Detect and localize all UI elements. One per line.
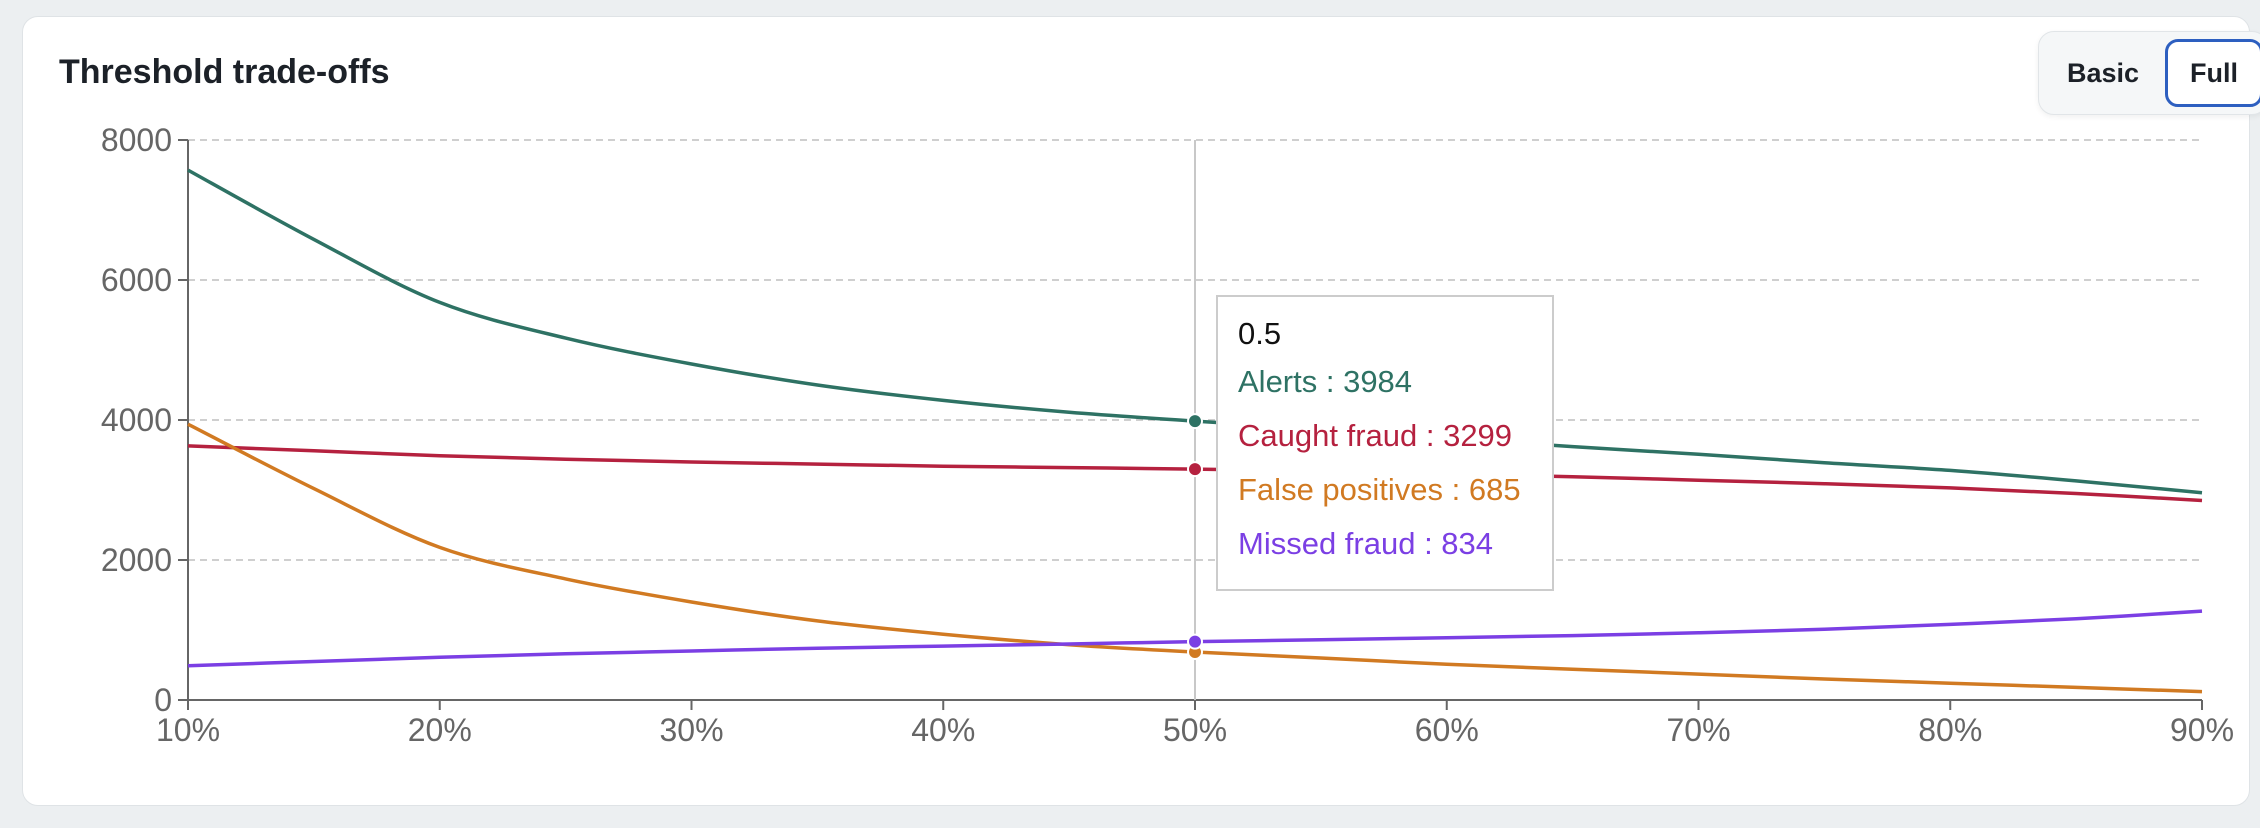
x-tick-label: 20% [408, 712, 472, 748]
hover-point-caught-fraud [1187, 461, 1203, 478]
full-view-button[interactable]: Full [2165, 39, 2260, 107]
y-tick-label: 2000 [101, 542, 172, 578]
hover-point-missed-fraud [1187, 633, 1203, 650]
y-tick-label: 6000 [101, 262, 172, 298]
card-title: Threshold trade-offs [59, 53, 390, 91]
y-tick-label: 4000 [101, 402, 172, 438]
tooltip-label: 0.5 [1238, 316, 1282, 351]
tooltip-item-caught-fraud: Caught fraud : 3299 [1238, 418, 1513, 453]
x-tick-label: 70% [1666, 712, 1730, 748]
x-tick-label: 60% [1415, 712, 1479, 748]
view-toggle: Basic Full [2038, 31, 2260, 115]
hover-point-alerts [1187, 413, 1203, 430]
y-tick-label: 8000 [101, 122, 172, 158]
basic-view-button[interactable]: Basic [2047, 39, 2159, 107]
x-tick-label: 10% [156, 712, 220, 748]
chart-tooltip: 0.5 Alerts : 3984 Caught fraud : 3299 Fa… [1216, 295, 1554, 591]
x-tick-label: 30% [659, 712, 723, 748]
tooltip-item-false-positives: False positives : 685 [1238, 472, 1521, 507]
x-tick-label: 90% [2170, 712, 2234, 748]
tooltip-item-missed-fraud: Missed fraud : 834 [1238, 526, 1494, 561]
tooltip-item-alerts: Alerts : 3984 [1238, 364, 1413, 399]
x-tick-label: 50% [1163, 712, 1227, 748]
x-tick-label: 80% [1918, 712, 1982, 748]
y-tick-label: 0 [154, 682, 172, 718]
x-tick-label: 40% [911, 712, 975, 748]
chart-card: Threshold trade-offs Basic Full [22, 16, 2260, 806]
